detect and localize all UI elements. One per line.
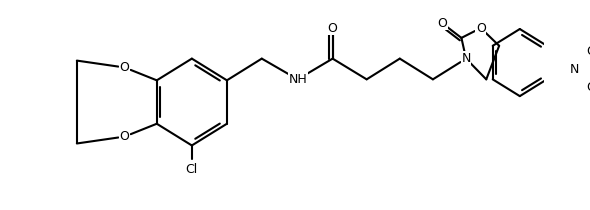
Text: O: O <box>120 130 130 143</box>
Text: N: N <box>461 52 471 65</box>
Text: O: O <box>586 81 590 94</box>
Text: O: O <box>586 45 590 58</box>
Text: O: O <box>437 17 447 30</box>
Text: O: O <box>327 22 337 34</box>
Text: Cl: Cl <box>186 163 198 176</box>
Text: NH: NH <box>289 73 307 86</box>
Text: O: O <box>120 61 130 74</box>
Text: N: N <box>570 63 579 76</box>
Text: O: O <box>476 22 486 34</box>
